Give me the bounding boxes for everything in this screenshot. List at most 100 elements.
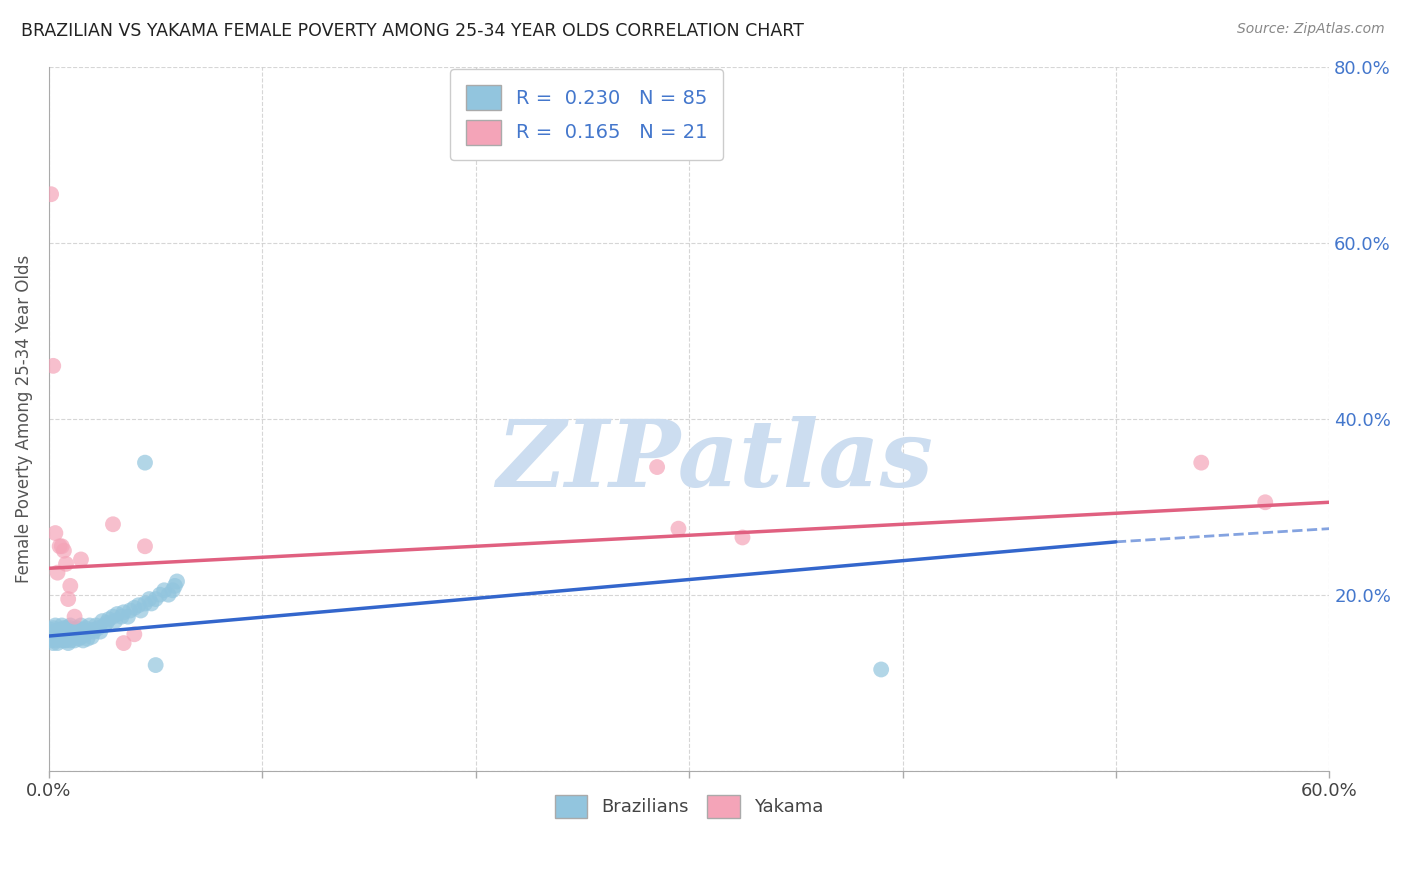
Point bbox=[44, 632, 66, 646]
Point bbox=[39, 633, 62, 648]
Point bbox=[105, 607, 128, 621]
Point bbox=[59, 633, 82, 648]
Point bbox=[42, 636, 65, 650]
Point bbox=[46, 630, 69, 644]
Point bbox=[62, 630, 84, 644]
Point bbox=[39, 187, 62, 202]
Point bbox=[76, 632, 98, 646]
Point bbox=[83, 624, 105, 639]
Point bbox=[66, 621, 89, 635]
Point bbox=[66, 627, 89, 641]
Point bbox=[72, 633, 94, 648]
Point bbox=[149, 588, 172, 602]
Point bbox=[48, 539, 70, 553]
Point bbox=[56, 624, 79, 639]
Point bbox=[55, 623, 77, 637]
Point bbox=[42, 621, 65, 635]
Point bbox=[731, 531, 754, 545]
Point bbox=[51, 618, 73, 632]
Point bbox=[52, 633, 75, 648]
Point bbox=[56, 636, 79, 650]
Point bbox=[59, 579, 82, 593]
Point bbox=[668, 522, 690, 536]
Point bbox=[44, 526, 66, 541]
Point bbox=[55, 633, 77, 648]
Point bbox=[70, 552, 93, 566]
Point bbox=[129, 603, 152, 617]
Point bbox=[134, 539, 156, 553]
Text: ZIPatlas: ZIPatlas bbox=[496, 416, 934, 506]
Point bbox=[70, 618, 93, 632]
Point bbox=[56, 630, 79, 644]
Point bbox=[166, 574, 188, 589]
Point bbox=[48, 623, 70, 637]
Point bbox=[52, 621, 75, 635]
Point bbox=[110, 609, 132, 624]
Point bbox=[101, 609, 124, 624]
Point bbox=[145, 592, 167, 607]
Point bbox=[44, 618, 66, 632]
Point bbox=[59, 621, 82, 635]
Point bbox=[55, 627, 77, 641]
Point bbox=[128, 599, 150, 613]
Point bbox=[46, 624, 69, 639]
Point bbox=[59, 618, 82, 632]
Point bbox=[46, 566, 69, 580]
Point bbox=[51, 624, 73, 639]
Point bbox=[52, 627, 75, 641]
Point bbox=[62, 624, 84, 639]
Point bbox=[145, 658, 167, 673]
Point bbox=[51, 539, 73, 553]
Point bbox=[112, 605, 135, 619]
Point bbox=[42, 624, 65, 639]
Point bbox=[80, 623, 103, 637]
Point bbox=[51, 633, 73, 648]
Point bbox=[112, 636, 135, 650]
Y-axis label: Female Poverty Among 25-34 Year Olds: Female Poverty Among 25-34 Year Olds bbox=[15, 254, 32, 582]
Point bbox=[42, 630, 65, 644]
Point bbox=[141, 597, 163, 611]
Point bbox=[84, 618, 107, 632]
Point bbox=[101, 517, 124, 532]
Point bbox=[134, 456, 156, 470]
Point bbox=[1254, 495, 1277, 509]
Point bbox=[56, 592, 79, 607]
Text: Source: ZipAtlas.com: Source: ZipAtlas.com bbox=[1237, 22, 1385, 37]
Point bbox=[48, 632, 70, 646]
Point bbox=[153, 583, 176, 598]
Point bbox=[55, 557, 77, 571]
Point bbox=[96, 615, 118, 630]
Point bbox=[59, 627, 82, 641]
Point bbox=[52, 624, 75, 639]
Point bbox=[79, 618, 101, 632]
Point bbox=[76, 624, 98, 639]
Point bbox=[75, 621, 97, 635]
Point bbox=[87, 621, 110, 635]
Point bbox=[52, 543, 75, 558]
Point bbox=[645, 460, 668, 475]
Point bbox=[120, 603, 142, 617]
Point bbox=[124, 627, 146, 641]
Point bbox=[162, 583, 184, 598]
Point bbox=[44, 627, 66, 641]
Point bbox=[39, 623, 62, 637]
Point bbox=[163, 579, 186, 593]
Point bbox=[67, 624, 90, 639]
Point bbox=[138, 592, 160, 607]
Point bbox=[97, 612, 120, 626]
Point bbox=[1189, 456, 1212, 470]
Point bbox=[80, 630, 103, 644]
Point bbox=[46, 636, 69, 650]
Point bbox=[67, 632, 90, 646]
Point bbox=[70, 630, 93, 644]
Legend: Brazilians, Yakama: Brazilians, Yakama bbox=[547, 788, 831, 825]
Point bbox=[63, 609, 86, 624]
Point bbox=[48, 627, 70, 641]
Point bbox=[75, 627, 97, 641]
Point bbox=[104, 614, 127, 628]
Point bbox=[91, 614, 114, 628]
Point bbox=[870, 663, 893, 677]
Point bbox=[44, 633, 66, 648]
Point bbox=[42, 359, 65, 373]
Point bbox=[63, 623, 86, 637]
